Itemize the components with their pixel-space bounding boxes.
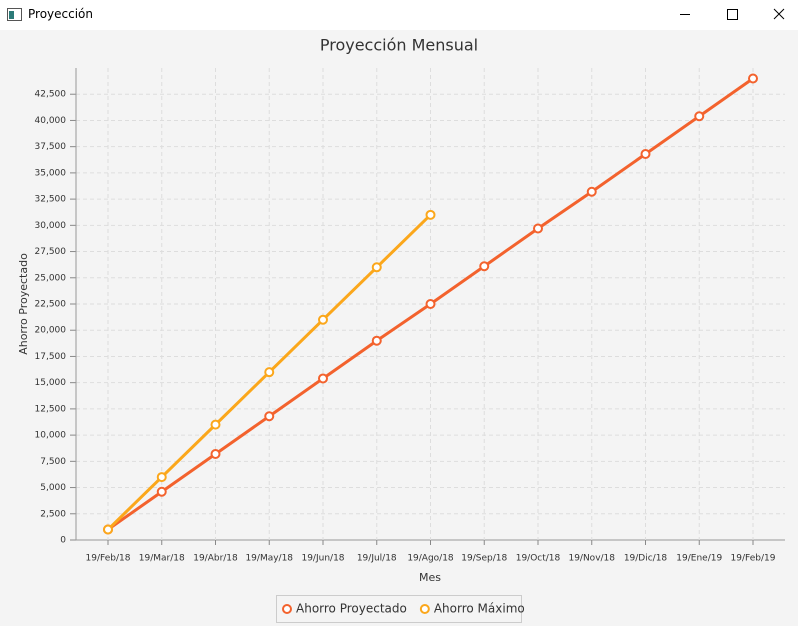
point bbox=[586, 186, 597, 197]
x-tick-label: 19/Nov/18 bbox=[568, 554, 615, 564]
point bbox=[479, 261, 490, 272]
y-tick-label: 32,500 bbox=[35, 195, 67, 205]
point bbox=[103, 524, 113, 535]
window-icon bbox=[7, 8, 22, 21]
x-tick-label: 19/Oct/18 bbox=[516, 554, 561, 564]
y-tick-label: 17,500 bbox=[35, 352, 67, 362]
x-tick-label: 19/Jul/18 bbox=[357, 554, 397, 564]
y-tick-label: 37,500 bbox=[35, 142, 67, 152]
point bbox=[371, 262, 382, 273]
chart: Proyección Mensual Ahorro Proyectado Mes… bbox=[17, 36, 785, 623]
legend-label: Ahorro Proyectado bbox=[296, 602, 407, 616]
y-tick-label: 25,000 bbox=[35, 273, 67, 283]
y-tick-label: 22,500 bbox=[35, 300, 67, 310]
y-tick-label: 15,000 bbox=[35, 378, 67, 388]
x-tick-label: 19/Sep/18 bbox=[461, 554, 507, 564]
point bbox=[748, 73, 758, 84]
y-tick-label: 7,500 bbox=[40, 457, 66, 467]
legend-symbol bbox=[282, 604, 292, 614]
x-tick-label: 19/May/18 bbox=[245, 554, 293, 564]
x-tick-label: 19/Dic/18 bbox=[624, 554, 668, 564]
point bbox=[694, 111, 705, 122]
y-tick-label: 2,500 bbox=[40, 509, 66, 519]
y-tick-label: 35,000 bbox=[35, 168, 67, 178]
point bbox=[264, 411, 275, 422]
window-controls[interactable] bbox=[668, 0, 798, 30]
x-tick-label: 19/Ene/19 bbox=[676, 554, 722, 564]
y-tick-label: 0 bbox=[60, 536, 66, 546]
point bbox=[425, 299, 436, 309]
window-title: Proyección bbox=[28, 7, 93, 21]
y-tick-label: 5,000 bbox=[40, 483, 66, 493]
y-axis-label: Ahorro Proyectado bbox=[17, 253, 30, 355]
x-tick-label: 19/Jun/18 bbox=[301, 554, 344, 564]
x-tick-label: 19/Feb/18 bbox=[86, 554, 131, 564]
x-tick-label: 19/Mar/18 bbox=[139, 554, 185, 564]
y-tick-label: 30,000 bbox=[35, 221, 67, 231]
y-tick-label: 10,000 bbox=[35, 431, 67, 441]
point bbox=[371, 335, 382, 346]
y-tick-label: 20,000 bbox=[35, 326, 67, 336]
close[interactable] bbox=[773, 8, 785, 20]
maximize[interactable] bbox=[727, 9, 738, 20]
point bbox=[533, 223, 543, 234]
y-tick-label: 42,500 bbox=[35, 90, 67, 100]
point bbox=[210, 419, 221, 430]
x-tick-label: 19/Abr/18 bbox=[193, 554, 238, 564]
point bbox=[640, 149, 651, 160]
point bbox=[156, 486, 167, 497]
x-tick-label: 19/Feb/19 bbox=[731, 554, 776, 564]
point bbox=[156, 472, 167, 483]
x-axis-label: Mes bbox=[419, 571, 441, 584]
point bbox=[318, 373, 328, 384]
legend-symbol bbox=[419, 604, 430, 614]
chart-title: Proyección Mensual bbox=[320, 36, 478, 55]
legend bbox=[276, 595, 522, 623]
point bbox=[264, 367, 275, 378]
y-tick-label: 27,500 bbox=[35, 247, 67, 257]
title-bar: Proyección bbox=[0, 0, 798, 30]
y-tick-label: 40,000 bbox=[35, 116, 67, 126]
y-tick-label: 12,500 bbox=[35, 404, 67, 414]
x-tick-label: 19/Ago/18 bbox=[407, 554, 454, 564]
point bbox=[210, 448, 221, 459]
point bbox=[425, 209, 436, 220]
legend-label: Ahorro Máximo bbox=[434, 602, 525, 616]
point bbox=[318, 314, 328, 325]
